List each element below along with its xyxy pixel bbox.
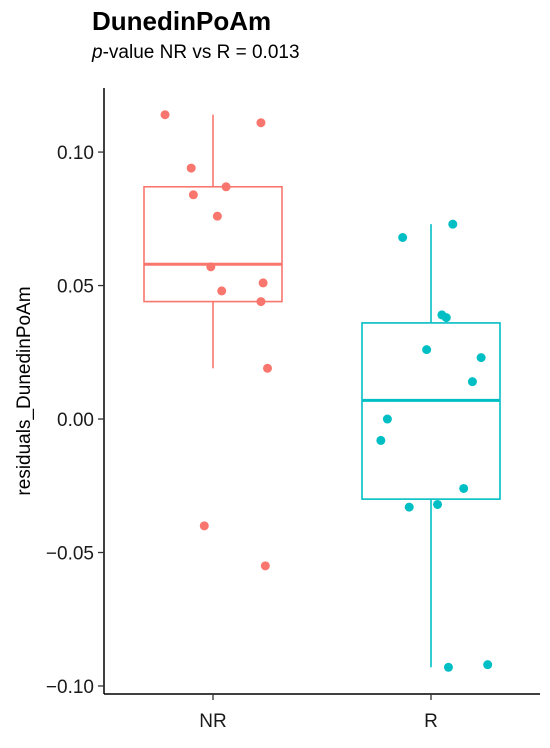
data-point: [476, 353, 486, 363]
subtitle-p-italic: p: [92, 42, 103, 63]
data-point: [441, 313, 451, 323]
x-tick-label: NR: [199, 711, 226, 732]
data-point: [260, 561, 270, 571]
data-point: [221, 182, 231, 192]
y-tick-label: 0.10: [57, 143, 94, 164]
x-tick-label: R: [424, 711, 438, 732]
data-point: [206, 262, 216, 272]
data-point: [199, 521, 209, 531]
axes: 0.10 0.05 0.00 −0.05 −0.10 NR R: [46, 88, 540, 732]
box-group-nr: [143, 110, 283, 571]
data-point: [467, 377, 477, 387]
data-point: [188, 190, 198, 200]
data-point: [448, 219, 458, 229]
subtitle-rest: -value NR vs R = 0.013: [102, 42, 300, 63]
data-point: [422, 345, 432, 355]
data-point: [443, 662, 453, 672]
data-point: [263, 363, 272, 373]
box-group-r: [361, 219, 501, 672]
data-point: [382, 414, 392, 424]
y-tick-label: 0.05: [57, 277, 94, 298]
data-point: [459, 483, 469, 493]
y-tick-label: −0.10: [46, 677, 94, 698]
data-point: [256, 118, 266, 128]
data-point: [212, 211, 222, 221]
iqr-box: [143, 185, 283, 303]
data-point: [398, 232, 408, 242]
chart-subtitle: p-value NR vs R = 0.013: [92, 42, 300, 64]
data-point: [404, 502, 414, 512]
y-axis-label: residuals_DunedinPoAm: [14, 286, 35, 495]
plot-marks: [143, 110, 501, 672]
chart-title: DunedinPoAm: [92, 6, 272, 36]
data-point: [217, 286, 227, 296]
data-point: [160, 110, 170, 120]
data-point: [186, 163, 196, 173]
data-point: [433, 499, 443, 509]
data-point: [258, 278, 268, 288]
y-tick-label: −0.05: [46, 544, 94, 565]
data-point: [256, 297, 266, 307]
y-tick-label: 0.00: [57, 410, 94, 431]
data-point: [376, 435, 386, 445]
iqr-box: [361, 322, 501, 500]
data-point: [483, 660, 493, 670]
